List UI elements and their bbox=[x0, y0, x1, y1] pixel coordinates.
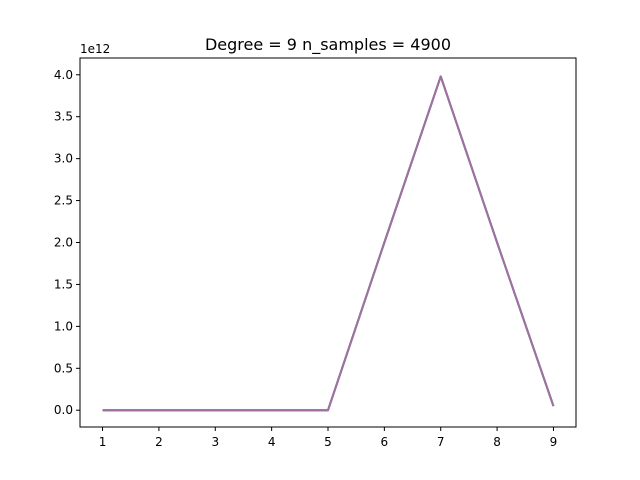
x-axis-ticks: 1 2 3 4 5 6 7 8 9 bbox=[99, 427, 558, 449]
y-tick-label: 3.0 bbox=[54, 152, 73, 166]
chart-title: Degree = 9 n_samples = 4900 bbox=[205, 35, 451, 55]
y-tick-label: 4.0 bbox=[54, 68, 73, 82]
x-tick-label: 6 bbox=[381, 435, 389, 449]
y-tick-label: 2.0 bbox=[54, 236, 73, 250]
y-tick-label: 1.0 bbox=[54, 319, 73, 333]
x-tick-label: 7 bbox=[437, 435, 445, 449]
y-tick-label: 1.5 bbox=[54, 277, 73, 291]
x-tick-label: 2 bbox=[155, 435, 163, 449]
y-tick-label: 0.5 bbox=[54, 361, 73, 375]
y-tick-label: 0.0 bbox=[54, 403, 73, 417]
series-layer bbox=[102, 75, 555, 412]
y-axis-offset-label: 1e12 bbox=[80, 42, 110, 56]
y-tick-label: 2.5 bbox=[54, 194, 73, 208]
x-tick-label: 9 bbox=[550, 435, 558, 449]
x-tick-label: 8 bbox=[493, 435, 501, 449]
x-tick-label: 4 bbox=[268, 435, 276, 449]
y-tick-label: 3.5 bbox=[54, 110, 73, 124]
y-axis-ticks: 0.0 0.5 1.0 1.5 2.0 2.5 3.0 3.5 4.0 bbox=[54, 68, 80, 417]
x-tick-label: 3 bbox=[211, 435, 219, 449]
x-tick-label: 1 bbox=[99, 435, 107, 449]
series-line-3 bbox=[102, 75, 555, 412]
x-tick-label: 5 bbox=[324, 435, 332, 449]
